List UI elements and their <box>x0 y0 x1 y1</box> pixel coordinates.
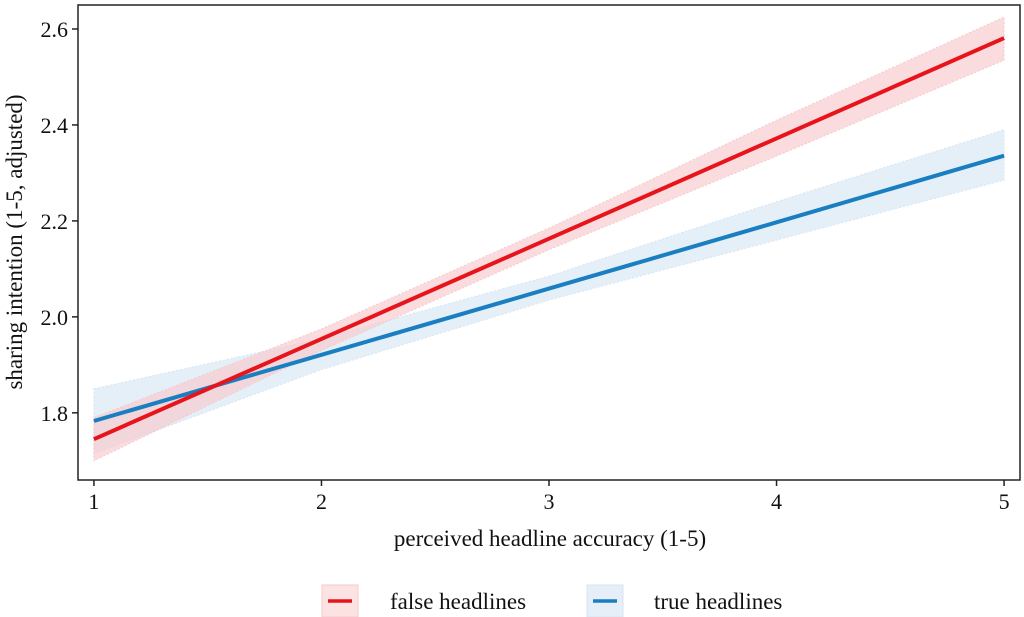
legend: false headlines true headlines <box>321 584 782 617</box>
legend-item-false-headlines: false headlines <box>321 584 526 617</box>
legend-label-false-headlines: false headlines <box>390 589 526 614</box>
x-tick-label: 4 <box>771 489 782 514</box>
x-tick-label: 3 <box>544 489 555 514</box>
y-axis-title: sharing intention (1-5, adjusted) <box>2 94 27 389</box>
series-lines <box>93 36 1005 442</box>
x-axis-title: perceived headline accuracy (1-5) <box>394 526 706 551</box>
axis-ticks: 1.8 2.0 2.2 2.4 2.6 1 2 3 4 5 <box>41 17 1010 514</box>
legend-item-true-headlines: true headlines <box>586 584 782 617</box>
x-tick-label: 5 <box>999 489 1010 514</box>
x-tick-label: 1 <box>88 489 99 514</box>
y-tick-label: 2.2 <box>41 209 69 234</box>
x-tick-label: 2 <box>316 489 327 514</box>
series-line-true-headlines <box>93 153 1005 423</box>
y-tick-label: 2.6 <box>41 17 69 42</box>
series-line-false-headlines <box>93 36 1005 442</box>
y-tick-label: 2.0 <box>41 305 69 330</box>
ci-band-true-headlines <box>93 129 1005 455</box>
legend-label-true-headlines: true headlines <box>654 589 782 614</box>
y-tick-label: 1.8 <box>41 401 69 426</box>
y-tick-label: 2.4 <box>41 113 69 138</box>
